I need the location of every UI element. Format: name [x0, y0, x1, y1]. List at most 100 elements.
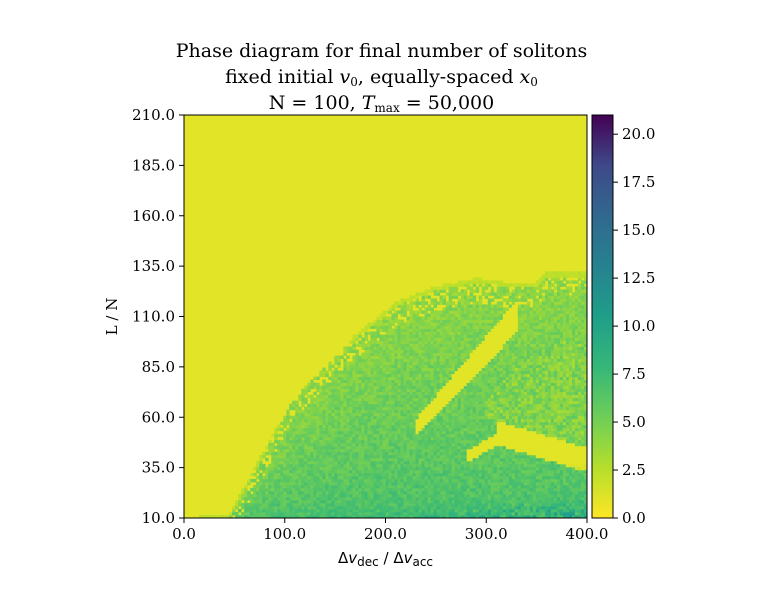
heatmap-cell	[286, 499, 290, 504]
heatmap-cell	[259, 472, 263, 477]
heatmap-cell	[448, 292, 453, 296]
heatmap-cell	[265, 475, 269, 480]
heatmap-cell	[262, 502, 266, 507]
heatmap-cell	[265, 490, 269, 495]
heatmap-cell	[406, 322, 410, 326]
heatmap-cell	[358, 505, 362, 510]
heatmap-cell	[442, 454, 447, 459]
heatmap-cell	[490, 397, 495, 402]
heatmap-cell	[262, 475, 266, 480]
heatmap-cells	[184, 115, 588, 519]
heatmap-cell	[430, 373, 435, 378]
heatmap-cell	[244, 493, 248, 498]
heatmap-cell	[358, 475, 362, 480]
heatmap-cell	[271, 460, 275, 465]
heatmap-cell	[442, 436, 447, 441]
heatmap-cell	[484, 397, 489, 402]
heatmap-cell	[331, 439, 335, 444]
heatmap-cell	[475, 331, 480, 335]
heatmap-cell	[421, 325, 425, 329]
heatmap-cell	[481, 391, 486, 396]
heatmap-cell	[346, 355, 350, 360]
heatmap-cell	[454, 322, 459, 326]
heatmap-cell	[457, 361, 462, 366]
heatmap-cell	[427, 514, 432, 519]
heatmap-cell	[394, 481, 398, 486]
heatmap-cell	[466, 484, 471, 489]
heatmap-cell	[322, 478, 326, 483]
heatmap-cell	[502, 286, 507, 290]
heatmap-cell	[463, 478, 468, 483]
heatmap-cell	[388, 511, 392, 516]
heatmap-cell	[445, 490, 450, 495]
heatmap-cell	[424, 424, 429, 429]
heatmap-cell	[499, 433, 504, 438]
heatmap-cell	[307, 448, 311, 453]
heatmap-cell	[301, 412, 305, 417]
heatmap-cell	[415, 391, 419, 396]
heatmap-cell	[433, 475, 438, 480]
heatmap-cell	[451, 508, 456, 513]
heatmap-cell	[337, 499, 341, 504]
heatmap-cell	[424, 490, 429, 495]
heatmap-cell	[502, 340, 507, 344]
heatmap-cell	[457, 481, 462, 486]
heatmap-cell	[472, 514, 477, 519]
heatmap-cell	[373, 400, 377, 405]
heatmap-cell	[352, 379, 356, 384]
heatmap-cell	[250, 478, 254, 483]
heatmap-cell	[460, 442, 465, 447]
heatmap-cell	[322, 511, 326, 516]
heatmap-cell	[385, 493, 389, 498]
heatmap-cell	[286, 487, 290, 492]
heatmap-cell	[274, 436, 278, 441]
heatmap-cell	[415, 505, 419, 510]
heatmap-cell	[424, 508, 429, 513]
heatmap-cell	[424, 472, 429, 477]
heatmap-cell	[490, 340, 495, 344]
heatmap-cell	[484, 325, 489, 329]
heatmap-cell	[421, 382, 425, 387]
heatmap-cell	[370, 322, 374, 326]
heatmap-cell	[331, 382, 335, 387]
heatmap-cell	[391, 349, 395, 353]
heatmap-cell	[256, 514, 260, 519]
heatmap-cell	[409, 442, 413, 447]
heatmap-cell	[481, 310, 486, 314]
heatmap-cell	[418, 334, 422, 338]
heatmap-cell	[496, 511, 501, 516]
heatmap-cell	[436, 403, 441, 408]
heatmap-cell	[442, 340, 447, 344]
heatmap-cell	[388, 325, 392, 329]
heatmap-cell	[319, 388, 323, 393]
heatmap-cell	[490, 325, 495, 329]
heatmap-cell	[481, 403, 486, 408]
heatmap-cell	[397, 364, 401, 369]
heatmap-cell	[400, 457, 404, 462]
heatmap-cell	[496, 355, 501, 360]
heatmap-cell	[436, 493, 441, 498]
heatmap-cell	[430, 325, 435, 329]
heatmap-cell	[355, 502, 359, 507]
heatmap-cell	[493, 295, 498, 299]
heatmap-cell	[346, 442, 350, 447]
heatmap-cell	[301, 472, 305, 477]
heatmap-cell	[457, 475, 462, 480]
heatmap-cell	[382, 409, 386, 414]
heatmap-cell	[370, 415, 374, 420]
heatmap-cell	[484, 427, 489, 432]
heatmap-cell	[469, 505, 474, 510]
heatmap-cell	[367, 361, 371, 366]
heatmap-cell	[349, 391, 353, 396]
heatmap-cell	[478, 505, 483, 510]
heatmap-cell	[373, 439, 377, 444]
heatmap-cell	[364, 361, 368, 366]
heatmap-cell	[445, 400, 450, 405]
heatmap-cell	[463, 367, 468, 372]
heatmap-cell	[376, 349, 380, 353]
heatmap-cell	[388, 490, 392, 495]
heatmap-cell	[436, 400, 441, 405]
heatmap-cell	[358, 508, 362, 513]
heatmap-cell	[496, 322, 501, 326]
heatmap-cell	[391, 415, 395, 420]
